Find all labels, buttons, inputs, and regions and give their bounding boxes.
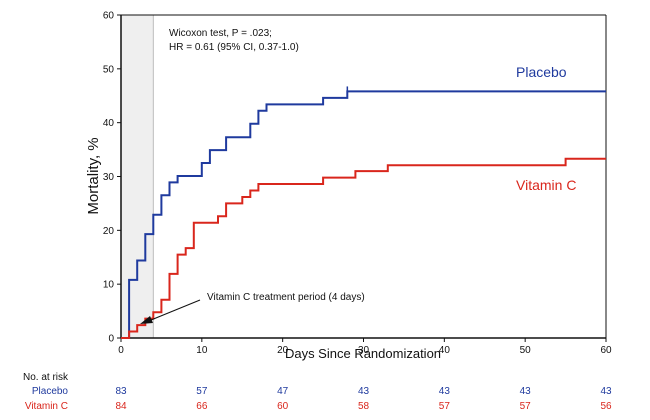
x-tick-label: 20 — [277, 345, 289, 356]
y-tick-label: 40 — [103, 118, 115, 129]
risk-value: 56 — [600, 401, 612, 412]
x-tick-label: 50 — [520, 345, 532, 356]
risk-value: 60 — [277, 401, 289, 412]
stats-line-2: HR = 0.61 (95% CI, 0.37-1.0) — [169, 42, 299, 53]
treatment-arrow-head — [140, 316, 153, 324]
y-ticks: 0 10 20 30 40 50 60 — [103, 11, 121, 345]
risk-value: 57 — [520, 401, 532, 412]
risk-value: 57 — [439, 401, 451, 412]
series-line-vitamin-c — [121, 157, 606, 339]
risk-value: 66 — [196, 401, 208, 412]
x-axis-title: Days Since Randomization — [285, 346, 441, 361]
x-tick-label: 10 — [196, 345, 208, 356]
risk-table: Placebo 83 57 47 43 43 43 43 Vitamin C 84 66 60 58 57… — [25, 386, 612, 412]
series-layer — [121, 86, 606, 339]
series-label-vitamin-c: Vitamin C — [516, 177, 576, 193]
risk-value: 43 — [439, 386, 451, 397]
risk-value: 83 — [115, 386, 127, 397]
y-tick-label: 10 — [103, 280, 115, 291]
x-tick-label: 60 — [600, 345, 612, 356]
treatment-period-label: Vitamin C treatment period (4 days) — [207, 292, 365, 303]
risk-value: 57 — [196, 386, 208, 397]
risk-value: 47 — [277, 386, 289, 397]
y-tick-label: 30 — [103, 172, 115, 183]
risk-value: 43 — [520, 386, 532, 397]
y-axis-title: Mortality, % — [85, 137, 102, 214]
risk-table-title: No. at risk — [23, 372, 69, 383]
treatment-period-shading — [121, 15, 154, 338]
x-tick-label: 40 — [439, 345, 451, 356]
y-tick-label: 50 — [103, 64, 115, 75]
risk-value: 84 — [115, 401, 127, 412]
risk-value: 58 — [358, 401, 370, 412]
y-tick-label: 20 — [103, 226, 115, 237]
y-tick-label: 0 — [108, 334, 114, 345]
stats-line-1: Wicoxon test, P = .023; — [169, 28, 272, 39]
risk-row-label: Placebo — [32, 386, 69, 397]
x-tick-label: 0 — [118, 345, 124, 356]
series-label-placebo: Placebo — [516, 64, 567, 80]
risk-value: 43 — [358, 386, 370, 397]
x-tick-label: 30 — [358, 345, 370, 356]
y-tick-label: 60 — [103, 11, 115, 22]
series-line-placebo — [121, 90, 606, 339]
risk-value: 43 — [600, 386, 612, 397]
risk-row-label: Vitamin C — [25, 401, 68, 412]
treatment-arrow-line — [150, 299, 201, 321]
